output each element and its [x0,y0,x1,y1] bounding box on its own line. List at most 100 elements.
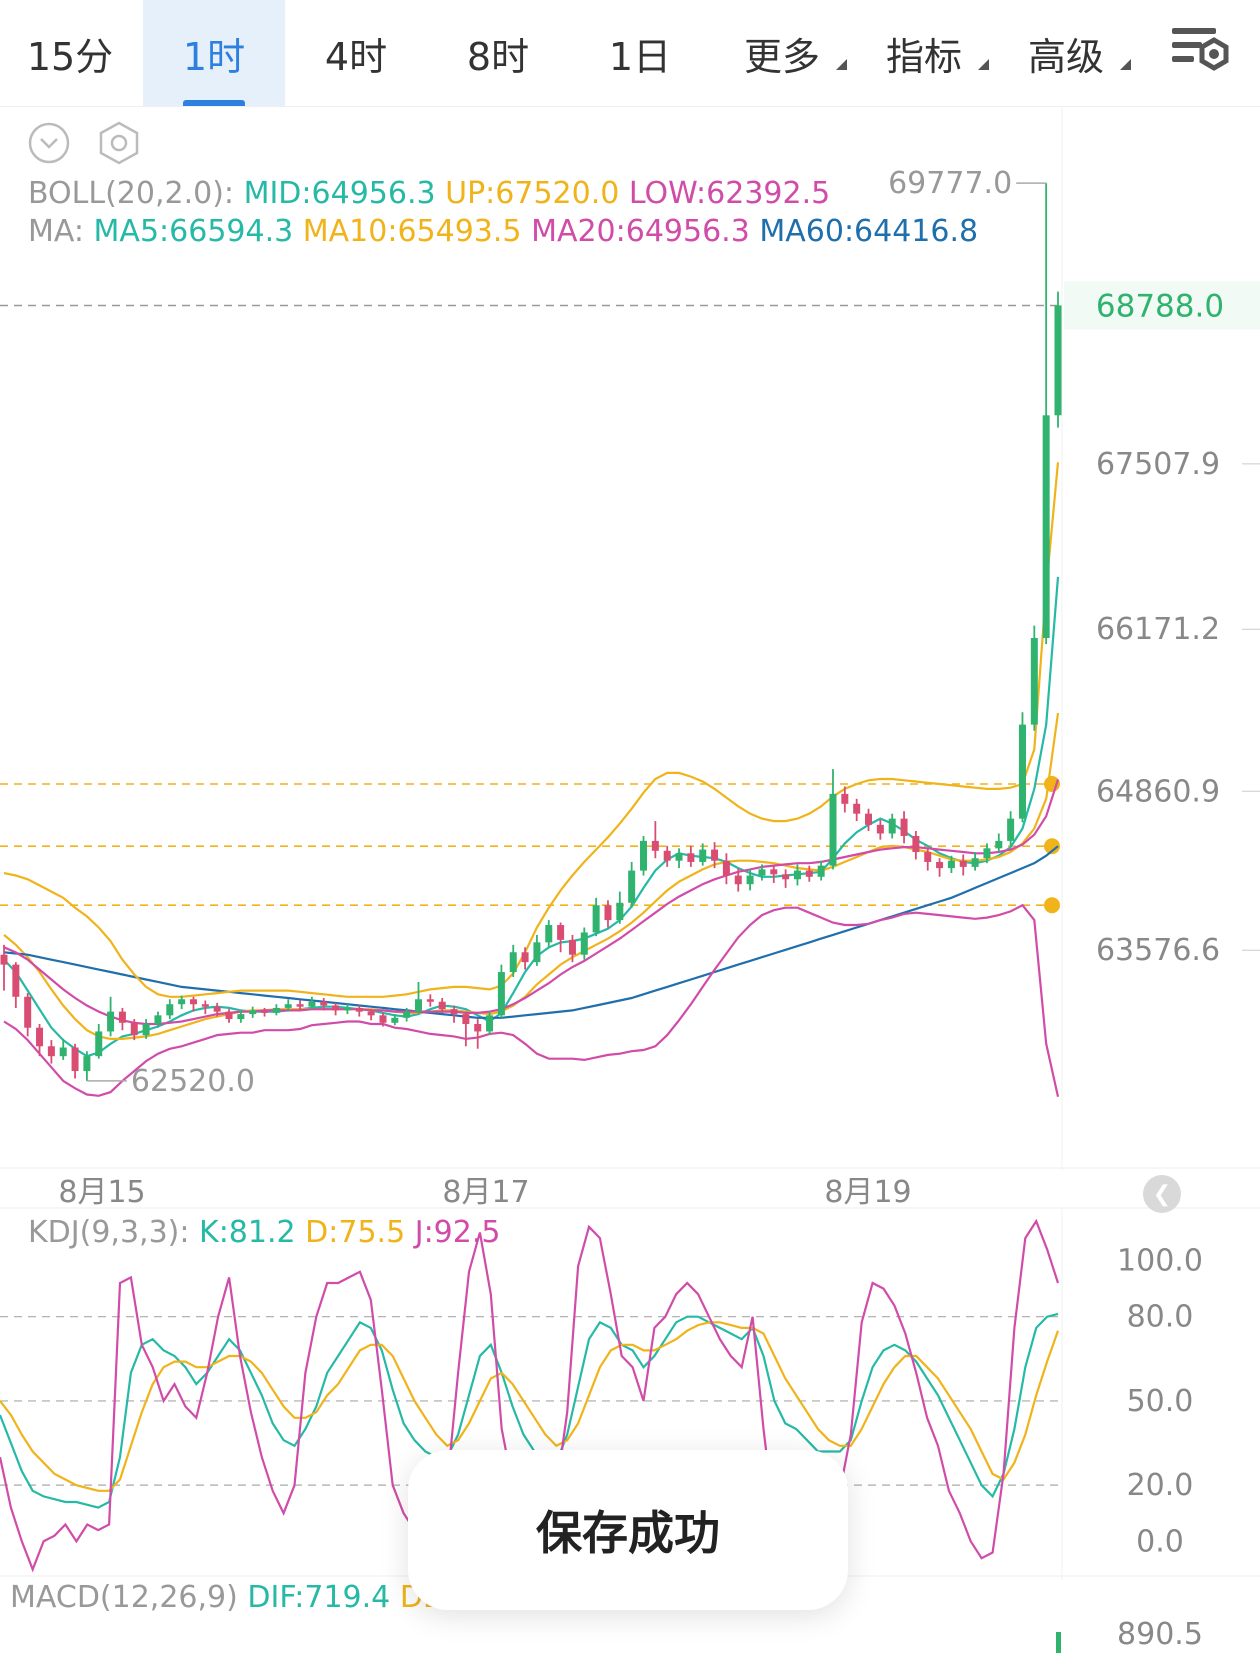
tab-15m[interactable]: 15分 [0,0,140,106]
candle [888,813,896,839]
tab-advanced-dropdown[interactable]: 高级 [995,0,1137,106]
candle-body [853,803,861,814]
candle [663,845,671,867]
candle [36,1024,44,1057]
candle-body [130,1022,138,1036]
tab-8h[interactable]: 8时 [427,0,569,106]
price-tick-label: 67507.9 [1096,447,1220,482]
candle-body [284,1004,292,1008]
tab-label: 更多 [743,34,820,79]
candle-body [936,861,944,869]
candle-body [426,999,434,1002]
candle-body [722,860,730,876]
candle-body [438,1001,446,1010]
tab-indicators-dropdown[interactable]: 指标 [853,0,995,106]
tab-1h[interactable]: 1时 [143,0,285,106]
candle-body [746,875,754,885]
candle [249,1006,257,1018]
candle [959,854,967,876]
candle [71,1043,79,1079]
candle [343,1004,351,1015]
candle [24,993,32,1037]
candle-body [379,1015,387,1023]
tab-4h[interactable]: 4时 [285,0,427,106]
kdj-line-d [0,1321,1060,1492]
kdj-tick-label: 20.0 [1127,1468,1194,1503]
candle [628,861,636,908]
candle [403,1007,411,1022]
candle [272,1004,280,1016]
kdj-name: KDJ(9,3,3): [28,1215,190,1250]
candle [1054,291,1062,428]
candle [983,843,991,864]
candle-body [580,932,588,955]
candle-body [1018,724,1026,819]
kdj-legend: KDJ(9,3,3): K:81.2 D:75.5 J:92.5 [28,1215,500,1250]
candle [876,819,884,840]
candle-body [900,818,908,836]
candle-body [1054,305,1062,416]
candle-body [296,1004,304,1007]
candle-body [651,840,659,851]
candle-body [71,1047,79,1072]
candle-body [770,869,778,875]
candle-body [568,939,576,955]
macd-dif: DIF:719.4 [247,1580,391,1615]
candle [675,848,683,869]
tab-1d[interactable]: 1日 [569,0,711,106]
candle [213,1002,221,1017]
candle [1030,625,1038,731]
hexagon-settings-icon[interactable] [96,120,142,170]
candle-body [616,902,624,921]
candle [533,934,541,966]
candle [971,852,979,871]
candle [841,786,849,813]
candle-body [320,1001,328,1006]
kdj-d: D:75.5 [305,1215,406,1250]
candle [936,858,944,877]
boll-name: BOLL(20,2.0): [28,176,235,211]
candle-body [391,1017,399,1023]
candle [95,1024,103,1059]
scroll-to-latest-icon[interactable]: ❮ [1143,1175,1181,1213]
toast-text: 保存成功 [536,1506,720,1560]
price-tick-label: 66171.2 [1096,612,1220,647]
candle-body [592,905,600,933]
price-tick-label: 64860.9 [1096,774,1220,809]
chart-settings-icon[interactable] [1168,18,1232,82]
chevron-down-circle-icon[interactable] [28,122,70,168]
candle-body [486,1015,494,1032]
candle [225,1009,233,1023]
candle [261,1007,269,1017]
candle [782,869,790,888]
candle-body [888,818,896,834]
candle-body [367,1011,375,1016]
candle [853,798,861,822]
candle-body [414,999,422,1012]
candle [545,920,553,948]
candle-body [36,1027,44,1047]
candle [367,1009,375,1021]
tab-label: 指标 [885,34,962,79]
candle-body [47,1046,55,1057]
candle [865,808,873,832]
candle [83,1051,91,1081]
tab-more-dropdown[interactable]: 更多 [711,0,853,106]
candle-body [95,1031,103,1057]
candle-body [509,952,517,973]
current-price-label: 68788.0 [1096,288,1224,324]
kdj-tick-label: 80.0 [1127,1300,1194,1335]
candle-body [154,1015,162,1025]
candle [414,981,422,1015]
price-tick-label: 63576.6 [1096,933,1220,968]
candle-body [817,865,825,877]
candle-body [403,1011,411,1018]
candle [1042,183,1050,645]
candle-body [557,925,565,940]
candle [1018,712,1026,823]
candle-body [865,813,873,825]
candle-body [308,1001,316,1007]
ma20-value: MA20:64956.3 [531,214,750,249]
ma10-value: MA10:65493.5 [302,214,522,249]
